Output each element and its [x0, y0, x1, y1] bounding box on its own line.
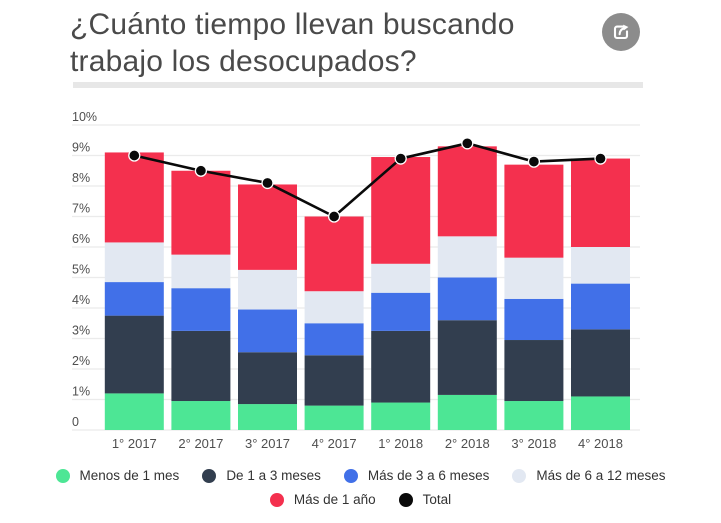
- total-dot[interactable]: [527, 155, 541, 168]
- legend-item-más-de-1-año: Más de 1 año: [269, 492, 376, 507]
- bar-segment-de-1-a-3-meses[interactable]: [104, 315, 164, 394]
- legend-label: Más de 1 año: [293, 492, 376, 507]
- legend-label: Más de 6 a 12 meses: [536, 468, 666, 483]
- x-tick-label: 4° 2018: [578, 436, 623, 451]
- divider-strip: [73, 82, 643, 88]
- total-dot[interactable]: [194, 164, 208, 177]
- legend-row: Más de 1 año Total: [269, 492, 452, 507]
- legend-item-más-de-3-a-6-meses: Más de 3 a 6 meses: [343, 468, 490, 483]
- bar-segment-más-de-3-a-6-meses[interactable]: [571, 283, 630, 330]
- y-tick-label: 10%: [72, 110, 97, 124]
- page-title-line-1: ¿Cuánto tiempo llevan buscando: [70, 8, 515, 41]
- bar-segment-menos-de-1-mes[interactable]: [437, 394, 497, 430]
- total-dot[interactable]: [461, 137, 474, 150]
- page-title-line-2: trabajo los desocupados?: [70, 45, 417, 78]
- y-tick-label: 6%: [72, 232, 90, 246]
- legend-color-dot: [398, 492, 413, 507]
- bar-segment-más-de-1-año[interactable]: [171, 170, 231, 255]
- y-tick-label: 8%: [72, 171, 90, 185]
- bar-segment-más-de-1-año[interactable]: [238, 184, 297, 270]
- bar-segment-más-de-6-a-12-meses[interactable]: [304, 291, 364, 324]
- bar-segment-de-1-a-3-meses[interactable]: [371, 330, 431, 403]
- y-tick-label: 9%: [72, 141, 90, 155]
- legend-color-dot: [269, 492, 284, 507]
- y-tick-label: 0: [72, 415, 79, 429]
- bar-segment-más-de-6-a-12-meses[interactable]: [504, 257, 564, 299]
- bar-segment-menos-de-1-mes[interactable]: [371, 402, 431, 430]
- legend-item-más-de-6-a-12-meses: Más de 6 a 12 meses: [512, 468, 666, 483]
- y-tick-label: 4%: [72, 293, 90, 307]
- bar-segment-menos-de-1-mes[interactable]: [504, 401, 564, 430]
- bar-segment-más-de-6-a-12-meses[interactable]: [437, 236, 497, 278]
- legend-row: Menos de 1 mes De 1 a 3 meses Más de 3 a 6…: [55, 468, 666, 483]
- y-tick-label: 2%: [72, 354, 90, 368]
- bar-segment-más-de-1-año[interactable]: [104, 152, 164, 243]
- x-tick-label: 3° 2018: [511, 436, 556, 451]
- legend-color-dot: [512, 468, 527, 483]
- x-tick-label: 2° 2018: [445, 436, 490, 451]
- chart-legend: Menos de 1 mes De 1 a 3 meses Más de 3 a 6…: [0, 468, 721, 507]
- bar-segment-más-de-1-año[interactable]: [371, 157, 431, 264]
- y-tick-label: 5%: [72, 263, 90, 277]
- legend-item-total: Total: [398, 492, 452, 507]
- legend-item-de-1-a-3-meses: De 1 a 3 meses: [202, 468, 321, 483]
- total-dot[interactable]: [261, 176, 274, 190]
- bar-segment-de-1-a-3-meses[interactable]: [504, 340, 564, 402]
- share-export-icon: [613, 24, 629, 40]
- bar-segment-más-de-6-a-12-meses[interactable]: [571, 247, 630, 284]
- legend-color-dot: [202, 468, 217, 483]
- bar-segment-más-de-3-a-6-meses[interactable]: [437, 277, 497, 321]
- bar-segment-más-de-1-año[interactable]: [571, 158, 630, 247]
- bar-segment-de-1-a-3-meses[interactable]: [571, 329, 630, 397]
- bar-segment-más-de-1-año[interactable]: [437, 146, 497, 237]
- total-dot[interactable]: [327, 210, 341, 223]
- legend-color-dot: [343, 468, 358, 483]
- legend-label: De 1 a 3 meses: [226, 468, 321, 483]
- bar-segment-de-1-a-3-meses[interactable]: [304, 355, 364, 406]
- bar-segment-más-de-6-a-12-meses[interactable]: [171, 254, 231, 289]
- y-tick-label: 3%: [72, 324, 90, 338]
- bar-segment-de-1-a-3-meses[interactable]: [437, 320, 497, 395]
- legend-color-dot: [55, 468, 70, 483]
- bar-segment-menos-de-1-mes[interactable]: [304, 405, 364, 430]
- bar-segment-de-1-a-3-meses[interactable]: [238, 352, 297, 405]
- x-tick-label: 2° 2017: [178, 436, 223, 451]
- bar-segment-más-de-6-a-12-meses[interactable]: [238, 269, 297, 310]
- x-tick-label: 1° 2017: [112, 436, 157, 451]
- legend-item-menos-de-1-mes: Menos de 1 mes: [55, 468, 180, 483]
- total-dot[interactable]: [594, 152, 607, 165]
- bar-segment-más-de-3-a-6-meses[interactable]: [371, 292, 431, 331]
- bar-segment-más-de-3-a-6-meses[interactable]: [171, 288, 231, 331]
- bar-segment-menos-de-1-mes[interactable]: [238, 404, 297, 430]
- x-tick-label: 1° 2018: [378, 436, 423, 451]
- bar-segment-más-de-3-a-6-meses[interactable]: [304, 323, 364, 356]
- stacked-bar-chart: 0 1% 2% 3% 4% 5% 6% 7% 8% 9% 10% 1° 2017 2° 2017 3° 2…: [72, 110, 640, 451]
- total-line: [134, 142, 601, 218]
- bar-segment-menos-de-1-mes[interactable]: [104, 393, 164, 430]
- legend-label: Menos de 1 mes: [79, 468, 180, 483]
- bar-segment-más-de-1-año[interactable]: [304, 216, 364, 292]
- x-tick-label: 4° 2017: [312, 436, 357, 451]
- bar-segment-más-de-6-a-12-meses[interactable]: [104, 242, 164, 283]
- page-title: ¿Cuánto tiempo llevan buscando trabajo l…: [70, 6, 615, 80]
- bar-segment-más-de-3-a-6-meses[interactable]: [504, 298, 564, 341]
- bar-segment-más-de-6-a-12-meses[interactable]: [371, 263, 431, 293]
- bar-segment-menos-de-1-mes[interactable]: [571, 396, 630, 430]
- legend-label: Más de 3 a 6 meses: [367, 468, 490, 483]
- total-dot[interactable]: [128, 149, 141, 162]
- x-tick-label: 3° 2017: [245, 436, 290, 451]
- y-tick-label: 1%: [72, 385, 90, 399]
- total-dot[interactable]: [394, 152, 407, 165]
- bar-segment-de-1-a-3-meses[interactable]: [171, 330, 231, 402]
- bar-segment-menos-de-1-mes[interactable]: [171, 401, 231, 430]
- legend-label: Total: [422, 492, 452, 507]
- share-button[interactable]: [602, 13, 640, 51]
- bar-segment-más-de-3-a-6-meses[interactable]: [104, 282, 164, 316]
- y-tick-label: 7%: [72, 202, 90, 216]
- bar-segment-más-de-3-a-6-meses[interactable]: [238, 309, 297, 353]
- bar-segment-más-de-1-año[interactable]: [504, 164, 564, 258]
